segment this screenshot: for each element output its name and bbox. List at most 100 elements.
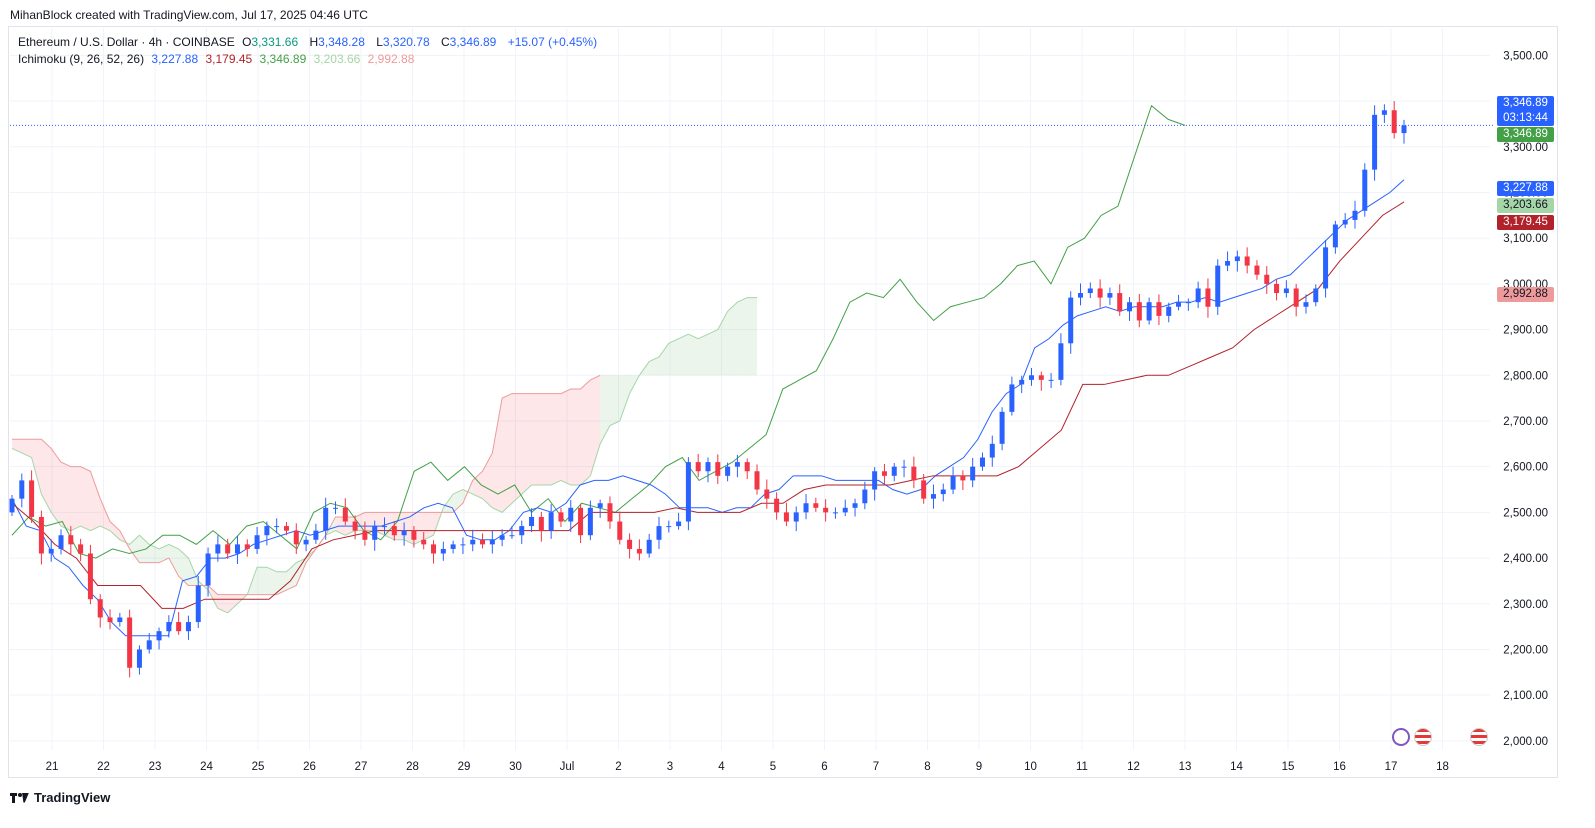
x-tick-label: 24 [200, 761, 213, 773]
candle-body [362, 530, 368, 540]
candle-body [421, 539, 427, 545]
candle-body [195, 585, 201, 623]
candle-body [440, 548, 446, 554]
x-tick-label: 26 [303, 761, 316, 773]
ohlc-open: O3,331.66 [242, 35, 299, 49]
candle-body [352, 521, 358, 531]
footer-brand[interactable]: TradingView [10, 790, 110, 805]
indicator-title[interactable]: Ichimoku (9, 26, 52, 26) [18, 52, 145, 66]
candle-body [1372, 114, 1378, 170]
candle-body [960, 475, 966, 481]
candle-body [1146, 302, 1152, 321]
y-tick-label: 2,800.00 [1503, 370, 1548, 382]
us-flag-icon[interactable] [1414, 728, 1432, 746]
candle-body [1274, 283, 1280, 294]
x-tick-label: 16 [1333, 761, 1346, 773]
candle-body [1293, 288, 1299, 307]
candle-body [470, 539, 476, 545]
cloud-segment [276, 571, 287, 595]
candle-body [1136, 302, 1142, 321]
cloud-segment [31, 439, 42, 495]
candle-body [656, 526, 662, 540]
candle-body [29, 480, 35, 517]
cloud-segment [747, 297, 758, 376]
candle-body [225, 544, 231, 554]
cloud-segment [502, 393, 512, 513]
cloud-segment [110, 521, 120, 540]
symbol-title[interactable]: Ethereum / U.S. Dollar · 4h · COINBASE [18, 35, 235, 49]
lagging-tag: 3,346.89 [1497, 127, 1554, 142]
candle-body [774, 498, 780, 513]
ohlc-low: L3,320.78 [376, 35, 430, 49]
cloud-segment [727, 302, 738, 376]
candle-body [1078, 293, 1084, 298]
y-tick-label: 3,300.00 [1503, 142, 1548, 154]
candle-body [1215, 265, 1221, 307]
candle-body [244, 544, 250, 549]
cloud-segment [149, 544, 160, 563]
candle-body [293, 530, 299, 545]
candle-body [460, 544, 466, 546]
candle-body [685, 462, 691, 522]
candle-body [823, 507, 829, 513]
candle-body [78, 544, 84, 554]
tradingview-logo-icon [10, 792, 30, 803]
cloud-segment [737, 297, 748, 376]
cloud-segment [688, 334, 699, 376]
candle-body [940, 489, 946, 495]
x-tick-label: Jul [560, 761, 575, 773]
y-tick-label: 2,400.00 [1503, 553, 1548, 565]
cloud-segment [708, 329, 718, 376]
candle-body [1283, 288, 1289, 294]
us-flag-icon[interactable] [1470, 728, 1488, 746]
lightning-icon[interactable] [1392, 728, 1410, 746]
ohlc-high: H3,348.28 [309, 35, 365, 49]
chart-frame[interactable] [8, 26, 1558, 778]
y-tick-label: 2,600.00 [1503, 462, 1548, 474]
x-tick-label: 29 [458, 761, 471, 773]
cloud-segment [208, 585, 218, 609]
candle-body [215, 544, 221, 554]
candle-body [568, 507, 574, 522]
cloud-segment [482, 452, 493, 508]
candle-body [636, 548, 642, 554]
cloud-segment [492, 398, 503, 513]
cloud-segment [21, 439, 32, 458]
x-tick-label: 13 [1179, 761, 1192, 773]
candle-body [587, 507, 593, 536]
last-price-value: 3,346.89 [1503, 97, 1548, 109]
candle-body [146, 640, 152, 650]
candle-body [754, 471, 760, 490]
candle-body [1362, 169, 1368, 211]
candle-body [627, 539, 633, 549]
bar-countdown: 03:13:44 [1503, 112, 1548, 124]
event-icons [1392, 728, 1488, 746]
candle-body [1068, 297, 1074, 344]
candle-body [1038, 375, 1044, 380]
x-tick-label: 21 [46, 761, 59, 773]
span-b-line [12, 374, 601, 596]
candle-body [1303, 302, 1309, 307]
candle-body [1342, 219, 1348, 225]
candle-body [136, 649, 142, 668]
candle-body [499, 535, 505, 540]
candle-body [38, 516, 44, 554]
candle-body [1097, 288, 1103, 298]
candle-body [901, 466, 907, 468]
candle-body [234, 544, 240, 554]
candle-body [303, 539, 309, 545]
candle-body [891, 466, 897, 476]
candle-body [793, 512, 799, 522]
candle-body [862, 489, 868, 504]
cloud-segment [100, 498, 111, 531]
candle-body [1087, 288, 1093, 294]
x-tick-label: 28 [406, 761, 419, 773]
ind-conversion: 3,227.88 [151, 52, 199, 66]
ind-base: 3,179.45 [205, 52, 253, 66]
candle-body [1313, 288, 1319, 303]
candle-body [921, 480, 927, 499]
candle-body [979, 457, 985, 467]
candle-body [1234, 256, 1240, 262]
candle-body [676, 521, 682, 527]
